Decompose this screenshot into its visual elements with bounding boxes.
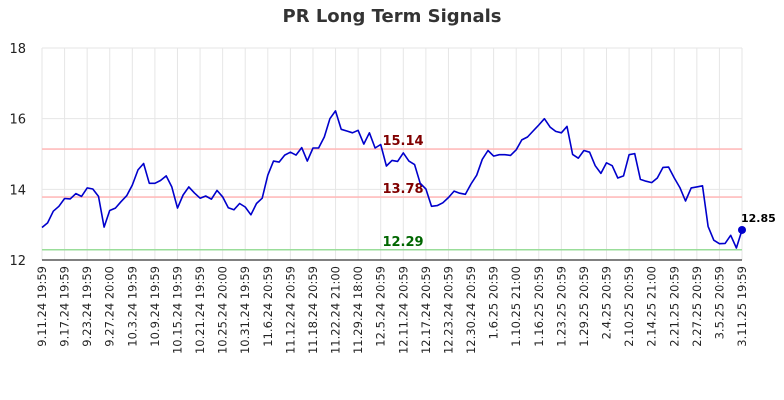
x-tick-label: 3.11.25 19:59	[735, 266, 749, 347]
x-tick-label: 2.27.25 20:59	[690, 266, 704, 347]
x-tick-label: 10.15.24 19:59	[170, 266, 184, 354]
x-tick-label: 12.23.24 20:59	[441, 266, 455, 354]
x-tick-label: 10.3.24 19:59	[125, 266, 139, 347]
price-series-line	[41, 110, 743, 249]
x-tick-label: 3.5.25 20:59	[712, 266, 726, 339]
x-tick-label: 1.6.25 20:59	[487, 266, 501, 339]
x-tick-label: 2.4.25 20:59	[600, 266, 614, 339]
y-tick-label: 12	[9, 254, 26, 269]
y-tick-label: 16	[9, 113, 26, 128]
x-tick-label: 10.21.24 19:59	[193, 266, 207, 354]
x-tick-label: 9.11.24 19:59	[35, 266, 49, 347]
x-tick-label: 2.14.25 21:00	[645, 266, 659, 347]
x-tick-label: 10.25.24 20:00	[216, 266, 230, 354]
x-tick-label: 10.9.24 19:59	[148, 266, 162, 347]
x-tick-label: 10.31.24 19:59	[238, 266, 252, 354]
x-tick-label: 11.6.24 20:59	[261, 266, 275, 347]
x-tick-label: 12.17.24 20:59	[419, 266, 433, 354]
x-tick-label: 1.29.25 20:59	[577, 266, 591, 347]
x-tick-label: 12.30.24 20:59	[464, 266, 478, 354]
x-tick-label: 2.10.25 20:59	[622, 266, 636, 347]
x-tick-label: 9.23.24 19:59	[80, 266, 94, 347]
x-tick-label: 11.18.24 20:59	[306, 266, 320, 354]
x-tick-label: 9.27.24 20:00	[103, 266, 117, 347]
x-tick-label: 2.21.25 20:59	[667, 266, 681, 347]
x-tick-label: 11.12.24 20:59	[283, 266, 297, 354]
x-tick-label: 11.29.24 18:00	[351, 266, 365, 354]
last-value-marker	[738, 225, 746, 234]
reference-line-label: 13.78	[382, 182, 423, 197]
x-tick-label: 11.22.24 21:00	[329, 266, 343, 354]
chart-title: PR Long Term Signals	[282, 6, 502, 27]
last-value-label: 12.85	[741, 212, 776, 225]
x-tick-label: 9.17.24 19:59	[58, 266, 72, 347]
reference-line-label: 12.29	[382, 235, 423, 250]
reference-line-label: 15.14	[382, 134, 423, 149]
x-tick-label: 1.16.25 20:59	[532, 266, 546, 347]
x-tick-label: 1.23.25 20:59	[554, 266, 568, 347]
x-tick-label: 12.5.24 20:59	[374, 266, 388, 347]
y-tick-label: 18	[9, 42, 26, 57]
x-tick-label: 12.11.24 20:59	[396, 266, 410, 354]
y-tick-label: 14	[9, 183, 26, 198]
x-tick-label: 1.10.25 21:00	[509, 266, 523, 347]
